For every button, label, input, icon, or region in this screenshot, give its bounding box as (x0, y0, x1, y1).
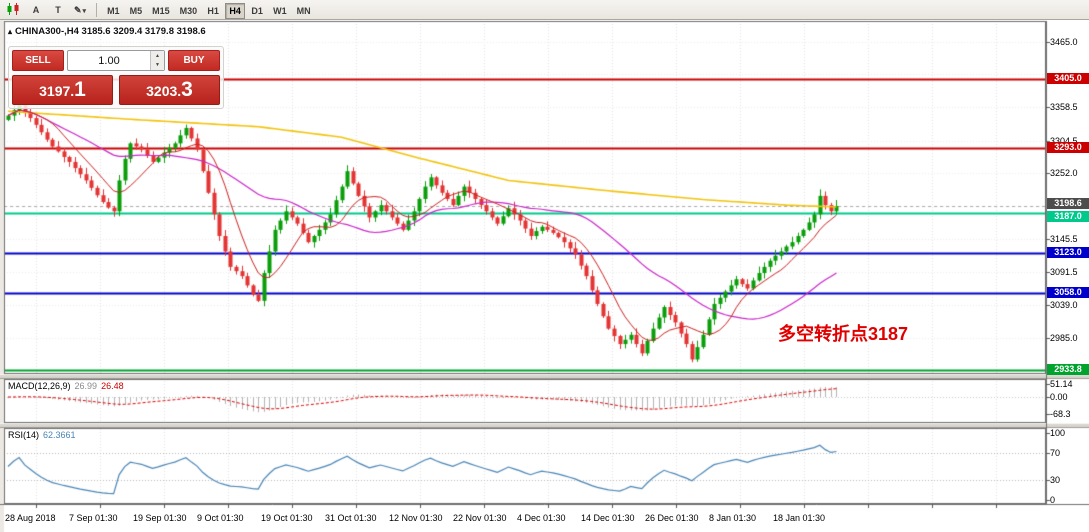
time-axis-label: 19 Oct 01:30 (261, 513, 313, 523)
time-axis-label: 19 Sep 01:30 (133, 513, 187, 523)
time-axis-label: 9 Oct 01:30 (197, 513, 244, 523)
macd-indicator-label: MACD(12,26,9) 26.99 26.48 (8, 381, 124, 391)
sell-button[interactable]: SELL (12, 50, 64, 71)
label-tool-button[interactable]: A (26, 2, 46, 18)
macd-axis-label: -68.3 (1050, 409, 1071, 420)
mini-candles-icon (7, 2, 19, 15)
chart-title: ▴ CHINA300-,H4 3185.6 3209.4 3179.8 3198.… (8, 26, 206, 37)
macd-axis-label: 0.00 (1050, 392, 1068, 402)
bid-big-digit: 1 (74, 78, 86, 101)
one-click-trading-panel: SELL 1.00 ▲ ▼ BUY 3197. 1 3203. 3 (8, 46, 224, 109)
ask-big-digit: 3 (181, 78, 193, 101)
rsi-axis-label: 30 (1050, 474, 1061, 485)
timeframe-button-m15[interactable]: M15 (148, 3, 174, 19)
timeframe-button-m5[interactable]: M5 (126, 3, 147, 19)
ask-price[interactable]: 3203. 3 (119, 75, 220, 105)
volume-stepper: ▲ ▼ (150, 51, 164, 70)
time-axis-label: 12 Nov 01:30 (389, 513, 443, 523)
chart-title-text: CHINA300-,H4 3185.6 3209.4 3179.8 3198.6 (15, 26, 206, 37)
ask-main: 3203. (146, 83, 182, 99)
timeframe-button-h4[interactable]: H4 (225, 2, 246, 19)
timeframe-group: M1 M5 M15 M30 H1 H4 D1 W1 MN (102, 1, 316, 19)
price-axis-label: 3145.5 (1050, 233, 1078, 244)
text-tool-button[interactable]: T (48, 2, 68, 18)
chart-annotation-text: 多空转折点3187 (778, 324, 909, 344)
level-price-label: 3405.0 (1047, 73, 1089, 85)
charts-icon[interactable] (3, 2, 24, 18)
price-axis-label: 3304.5 (1050, 135, 1078, 146)
timeframe-button-w1[interactable]: W1 (269, 3, 291, 19)
rsi-axis-label: 0 (1050, 495, 1056, 505)
bid-price[interactable]: 3197. 1 (12, 75, 113, 105)
rsi-axis-label: 100 (1050, 428, 1066, 438)
time-axis-label: 14 Dec 01:30 (581, 513, 635, 523)
level-price-label: 3187.0 (1047, 210, 1089, 222)
time-axis-label: 28 Aug 2018 (5, 513, 56, 523)
volume-value: 1.00 (98, 54, 120, 67)
rsi-name: RSI(14) (8, 430, 40, 440)
rsi-indicator-label: RSI(14) 62.3661 (8, 430, 76, 440)
bid-main: 3197. (39, 83, 75, 99)
timeframe-button-d1[interactable]: D1 (247, 3, 267, 19)
timeframe-button-mn[interactable]: MN (293, 3, 315, 19)
pencil-icon: ✎ (74, 4, 82, 15)
time-axis-label: 4 Dec 01:30 (517, 513, 566, 523)
current-price-label: 3198.6 (1047, 197, 1089, 209)
price-axis-label: 3465.0 (1050, 36, 1078, 47)
price-axis-label: 3039.0 (1050, 299, 1078, 310)
buy-button[interactable]: BUY (168, 50, 220, 71)
price-axis-label: 2985.0 (1050, 332, 1078, 343)
chart-marker-icon: ▴ (8, 27, 13, 36)
toolbar-separator (96, 2, 98, 17)
macd-signal-value: 26.48 (101, 381, 124, 391)
price-axis-label: 3358.5 (1050, 102, 1078, 113)
time-axis-label: 26 Dec 01:30 (645, 513, 699, 523)
time-axis-label: 18 Jan 01:30 (773, 513, 826, 523)
volume-field[interactable]: 1.00 ▲ ▼ (67, 50, 165, 71)
rsi-value: 62.3661 (43, 430, 76, 440)
level-price-label: 2933.8 (1047, 364, 1089, 375)
level-price-label: 3058.0 (1047, 287, 1089, 299)
time-axis-label: 31 Oct 01:30 (325, 513, 377, 523)
chevron-down-icon: ▾ (82, 7, 87, 15)
price-axis-label: 3252.0 (1050, 168, 1078, 179)
volume-increase-button[interactable]: ▲ (151, 51, 164, 61)
macd-axis-label: 51.14 (1050, 379, 1073, 389)
toolbar: A T ✎▾ M1 M5 M15 M30 H1 H4 D1 W1 MN (0, 0, 1089, 20)
time-axis-label: 8 Jan 01:30 (709, 513, 757, 523)
level-price-label: 3123.0 (1047, 247, 1089, 259)
timeframe-button-h1[interactable]: H1 (203, 3, 223, 19)
time-axis-label: 7 Sep 01:30 (69, 513, 118, 523)
volume-decrease-button[interactable]: ▼ (151, 60, 164, 70)
macd-main-value: 26.99 (74, 381, 98, 391)
macd-name: MACD(12,26,9) (8, 381, 71, 391)
time-axis-label: 22 Nov 01:30 (453, 513, 507, 523)
timeframe-button-m30[interactable]: M30 (176, 3, 202, 19)
price-axis-label: 3091.5 (1050, 267, 1078, 278)
level-price-label: 3293.0 (1047, 142, 1089, 154)
draw-tool-button[interactable]: ✎▾ (70, 2, 90, 18)
rsi-axis-label: 70 (1050, 448, 1061, 459)
timeframe-button-m1[interactable]: M1 (103, 3, 124, 19)
